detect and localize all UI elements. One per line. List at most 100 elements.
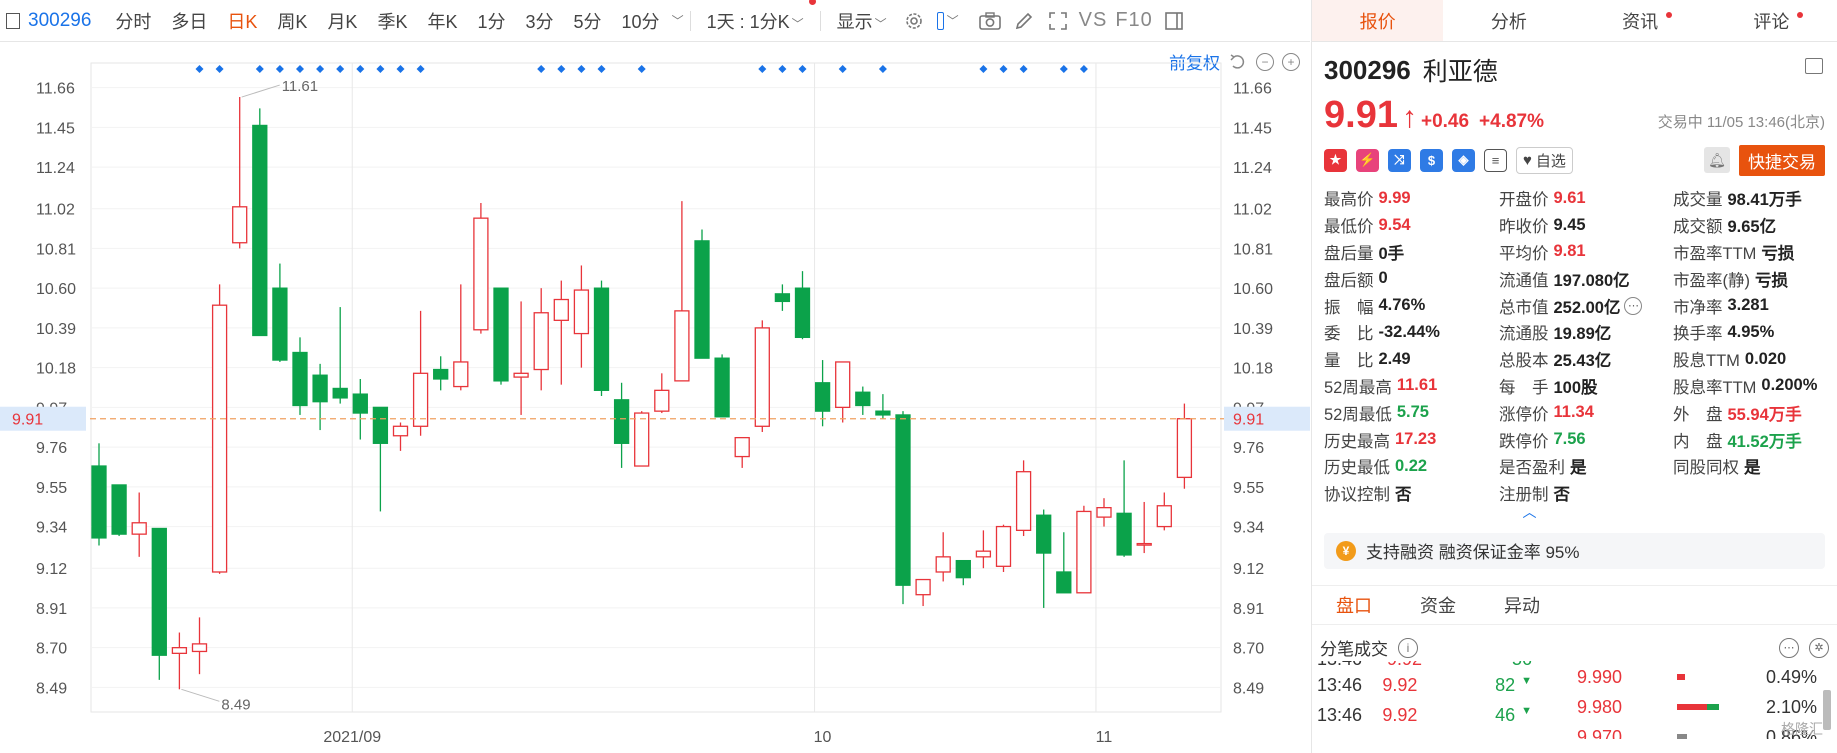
tab-capital[interactable]: 资金: [1396, 586, 1480, 624]
tab-1min[interactable]: 1分: [477, 11, 506, 32]
zoom-in-icon[interactable]: +: [1282, 52, 1300, 71]
add-watchlist-button[interactable]: ♥ 自选: [1516, 146, 1573, 174]
tab-fenshi[interactable]: 分时: [115, 11, 152, 32]
stat-value: 11.34: [1553, 403, 1594, 422]
china-flag-icon[interactable]: ★: [1324, 148, 1347, 172]
settings-gear-icon[interactable]: [903, 10, 925, 32]
candle-body: [312, 374, 328, 403]
event-marker-icon: [838, 65, 847, 73]
vs-compare-button[interactable]: VS: [1078, 9, 1108, 31]
stat-item: 涨停价 11.34: [1499, 401, 1673, 424]
price-tick-label-right: 11.66: [1233, 81, 1272, 98]
price-tick-label-left: 9.76: [36, 440, 67, 457]
tab-news[interactable]: 资讯: [1575, 0, 1706, 41]
panel-toggle-icon[interactable]: [1163, 10, 1185, 32]
depth-bar: [1677, 674, 1685, 681]
fullscreen-icon[interactable]: [1047, 10, 1069, 32]
tab-order-book[interactable]: 盘口: [1312, 586, 1396, 624]
candle-body: [131, 522, 147, 535]
tab-week-k[interactable]: 周K: [277, 11, 308, 32]
camera-icon[interactable]: [978, 10, 1001, 32]
stat-value: 9.65亿: [1727, 218, 1777, 237]
more-icon[interactable]: ⋯: [1779, 637, 1799, 658]
tag-icon[interactable]: ◈: [1452, 148, 1475, 172]
quick-trade-button[interactable]: 快捷交易: [1739, 144, 1825, 176]
dollar-icon[interactable]: $: [1420, 148, 1443, 172]
zoom-out-icon[interactable]: −: [1256, 52, 1274, 71]
tab-anomaly-label: 异动: [1504, 595, 1540, 616]
tab-anomaly[interactable]: 异动: [1480, 586, 1564, 624]
stat-value: 0.020: [1744, 349, 1787, 368]
list-icon[interactable]: [1805, 58, 1823, 74]
f10-button[interactable]: F10: [1115, 9, 1153, 31]
tab-month-k[interactable]: 月K: [327, 11, 358, 32]
candle-body: [1015, 471, 1032, 532]
draw-pencil-icon[interactable]: [1013, 10, 1035, 32]
margin-info-box[interactable]: ¥ 支持融资 融资保证金率 95%: [1324, 532, 1825, 569]
ticks-scrollbar[interactable]: [1823, 690, 1831, 730]
tick-time: 13:46: [1317, 704, 1363, 725]
tab-quarter-k[interactable]: 季K: [377, 11, 408, 32]
collapse-chevron-icon[interactable]: ︿: [1522, 503, 1537, 520]
tab-quote[interactable]: 报价: [1312, 0, 1444, 41]
event-marker-icon: [416, 65, 425, 73]
stock-header: 300296 利亚德 9.91 ↑ +0.46 +4.87% 交易中 11/05…: [1312, 42, 1837, 176]
candlestick-chart[interactable]: 11.66 11.66 11.45 11.45 11.24 11.24 11.02 11.02…: [0, 43, 1310, 753]
display-menu[interactable]: 显示 ﹀: [827, 8, 897, 34]
stat-item: 最高价 9.99: [1324, 187, 1499, 210]
note-icon[interactable]: ≡: [1484, 148, 1507, 172]
tab-5min[interactable]: 5分: [573, 11, 602, 32]
price-tick-label-right: 9.34: [1233, 520, 1264, 537]
alert-bell-icon[interactable]: 🔔︎: [1704, 147, 1730, 173]
stock-code[interactable]: 300296: [28, 9, 92, 31]
stat-label: 总市值: [1499, 298, 1549, 317]
candle-body: [895, 414, 911, 586]
price-tick-label-left: 9.12: [36, 561, 67, 578]
stat-value: 0: [1378, 269, 1388, 288]
date-tick-label: 11: [1096, 729, 1113, 746]
shuffle-icon[interactable]: ⤨: [1388, 148, 1411, 172]
settings-gear-icon[interactable]: ✲: [1809, 637, 1829, 658]
stat-label: 流通值: [1499, 271, 1549, 290]
stat-label: 股息TTM: [1673, 352, 1740, 371]
tab-10min[interactable]: 10分: [621, 11, 660, 32]
coin-icon: ¥: [1336, 540, 1356, 561]
candle-body: [634, 412, 650, 467]
tab-comments[interactable]: 评论: [1706, 0, 1837, 41]
price-tick-label-right: 10.18: [1233, 361, 1273, 378]
stat-value: 是: [1744, 459, 1761, 478]
event-marker-icon: [356, 65, 365, 73]
stat-value: 亏损: [1761, 245, 1795, 263]
quote-panel: 报价 分析 资讯 评论 300296 利亚德 9.91 ↑ +0.46 +4.8…: [1311, 0, 1837, 753]
event-marker-icon: [979, 65, 988, 73]
chevron-down-icon[interactable]: ﹀: [671, 14, 684, 28]
low-annotation: 8.49: [221, 696, 250, 713]
stat-value: 9.61: [1553, 188, 1586, 207]
event-marker-icon: [597, 65, 606, 73]
stat-value: 0手: [1378, 245, 1405, 263]
price-change: +0.46: [1420, 111, 1470, 132]
ticks-tools: ⋯ ✲: [1779, 637, 1829, 658]
stat-value: 11.61: [1396, 376, 1438, 395]
tab-duori[interactable]: 多日: [171, 11, 208, 32]
tab-analysis[interactable]: 分析: [1443, 0, 1574, 41]
info-icon[interactable]: i: [1398, 637, 1418, 658]
tab-day-k[interactable]: 日K: [227, 11, 258, 32]
candle-body: [935, 556, 951, 573]
interval-select-label: 1天 : 1分K: [706, 11, 790, 32]
ticks-list[interactable]: 13:46 9.92 56 13:46 9.92 82 ▼ 13:46 9.92 …: [1312, 661, 1837, 739]
stat-label: 成交额: [1673, 218, 1723, 237]
tab-3min[interactable]: 3分: [525, 11, 554, 32]
margin-info-text: 支持融资 融资保证金率 95%: [1366, 543, 1580, 563]
color-square-icon[interactable]: ﹀: [936, 10, 959, 32]
undo-icon[interactable]: [1228, 52, 1248, 72]
interval-select[interactable]: 1天 : 1分K ﹀: [697, 0, 816, 34]
date-tick-label: 2021/09: [323, 729, 381, 746]
lightning-icon[interactable]: ⚡: [1356, 148, 1379, 172]
more-icon[interactable]: ⋯: [1624, 296, 1643, 315]
stat-label: 历史最低: [1324, 459, 1390, 478]
sidebar-toggle-icon[interactable]: [6, 12, 20, 29]
stat-item: 股息率TTM 0.200%: [1673, 375, 1833, 398]
tab-year-k[interactable]: 年K: [427, 11, 458, 32]
stat-label: 外 盘: [1673, 405, 1723, 424]
